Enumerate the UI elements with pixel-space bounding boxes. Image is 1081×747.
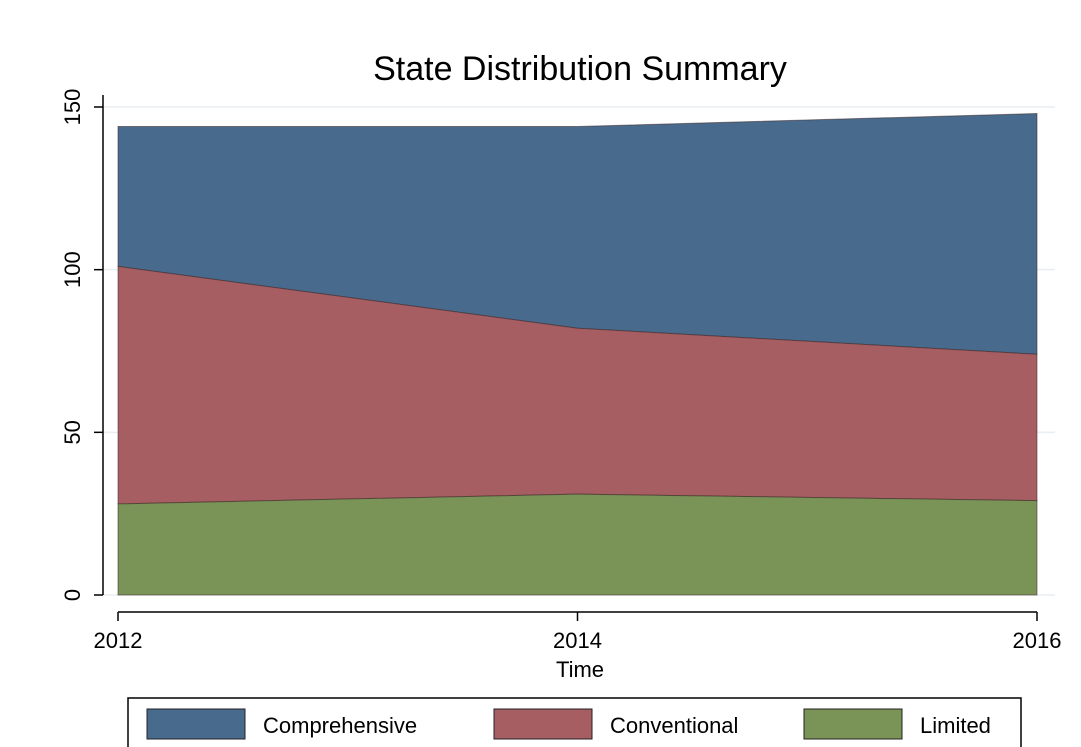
legend-label-limited: Limited [920, 713, 991, 738]
area-limited [117, 493, 1038, 596]
legend: Comprehensive Conventional Limited [127, 697, 1022, 747]
legend-swatch-limited [803, 708, 903, 740]
legend-swatch-conventional [493, 708, 593, 740]
y-tick-label: 50 [60, 420, 85, 444]
chart-title: State Distribution Summary [373, 50, 787, 88]
y-tick-label: 150 [60, 89, 85, 126]
axes: 0 50 100 150 2012 2014 2016 [60, 89, 1061, 653]
x-tick-label: 2014 [553, 628, 602, 653]
legend-label-conventional: Conventional [610, 713, 738, 738]
x-tick-label: 2016 [1013, 628, 1062, 653]
x-tick-label: 2012 [94, 628, 143, 653]
y-tick-label: 0 [60, 589, 85, 601]
area-series-layer [117, 112, 1038, 596]
y-tick-label: 100 [60, 251, 85, 288]
x-axis-title: Time [556, 657, 604, 682]
legend-label-comprehensive: Comprehensive [263, 713, 417, 738]
legend-swatch-comprehensive [146, 708, 246, 740]
